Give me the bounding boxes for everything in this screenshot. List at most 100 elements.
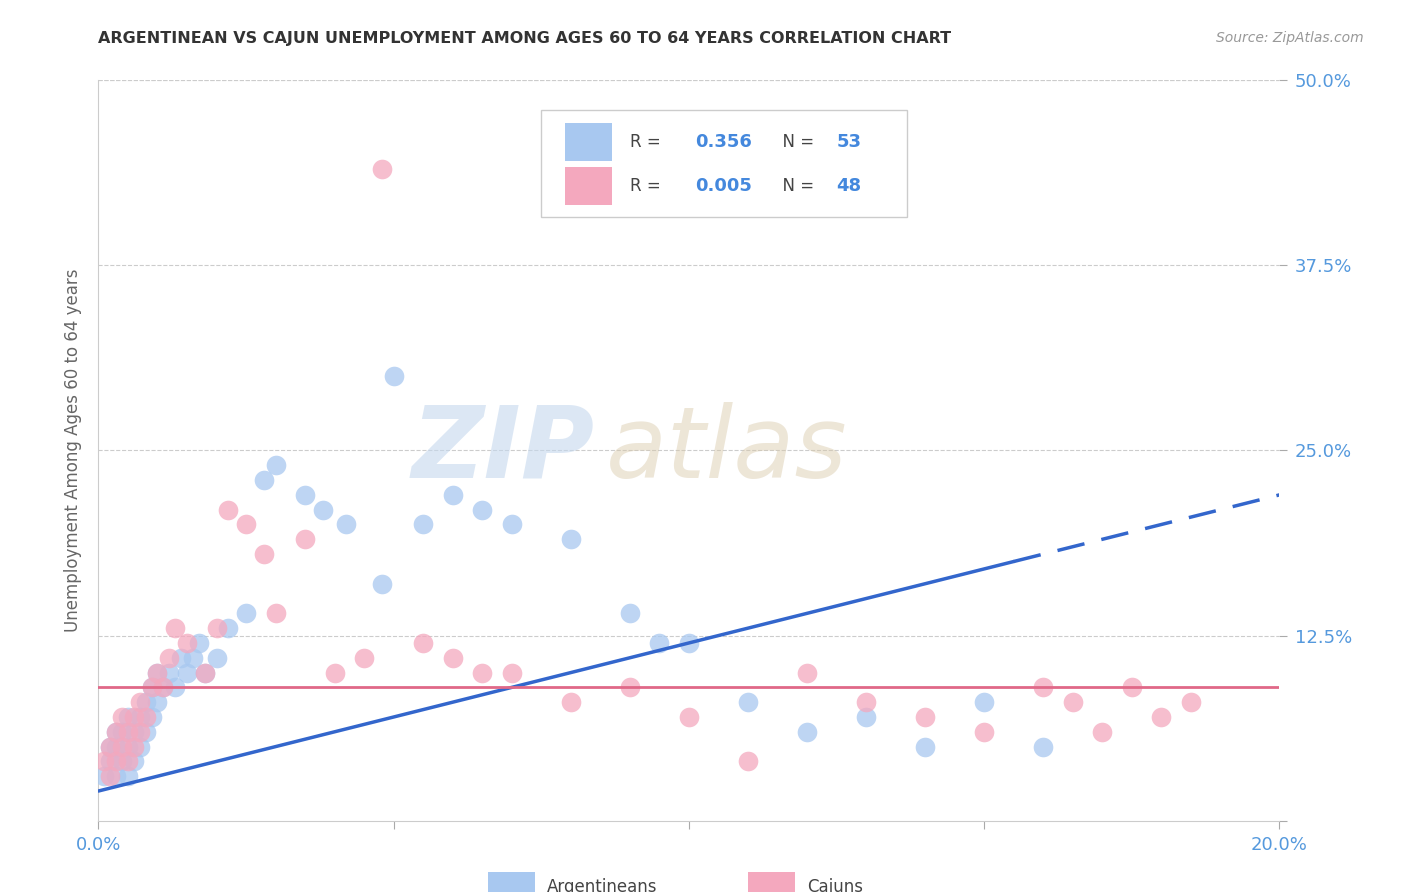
Point: [146, 695, 169, 709]
Point: [205, 650, 228, 665]
Text: Cajuns: Cajuns: [807, 879, 863, 892]
Point: [973, 695, 995, 709]
Point: [312, 502, 335, 516]
Point: [855, 695, 877, 709]
Point: [105, 724, 128, 739]
Point: [93, 769, 115, 783]
Point: [135, 695, 157, 709]
Point: [135, 724, 157, 739]
Point: [135, 710, 157, 724]
Point: [98, 755, 121, 769]
Point: [105, 755, 128, 769]
Point: [157, 650, 180, 665]
FancyBboxPatch shape: [748, 872, 796, 892]
Point: [128, 695, 150, 709]
Point: [471, 665, 494, 680]
Point: [128, 724, 150, 739]
Text: R =: R =: [630, 177, 666, 194]
Point: [678, 710, 700, 724]
Point: [165, 681, 187, 695]
Point: [194, 665, 217, 680]
Point: [560, 533, 582, 547]
Point: [619, 681, 641, 695]
Point: [170, 650, 193, 665]
Point: [441, 488, 464, 502]
Point: [1121, 681, 1143, 695]
Point: [117, 710, 139, 724]
Y-axis label: Unemployment Among Ages 60 to 64 years: Unemployment Among Ages 60 to 64 years: [63, 268, 82, 632]
Text: ZIP: ZIP: [412, 402, 595, 499]
Point: [111, 710, 134, 724]
Point: [176, 636, 198, 650]
Point: [187, 636, 209, 650]
Point: [796, 665, 818, 680]
Point: [98, 739, 121, 754]
Point: [128, 710, 150, 724]
Point: [111, 755, 134, 769]
Point: [648, 636, 671, 650]
Point: [194, 665, 217, 680]
Point: [117, 739, 139, 754]
Point: [146, 665, 169, 680]
Point: [235, 517, 257, 532]
Text: Source: ZipAtlas.com: Source: ZipAtlas.com: [1216, 31, 1364, 45]
Point: [111, 739, 134, 754]
Text: R =: R =: [630, 133, 666, 151]
Point: [737, 755, 759, 769]
Point: [105, 724, 128, 739]
Point: [294, 533, 316, 547]
Point: [1180, 695, 1202, 709]
Point: [152, 681, 174, 695]
Text: N =: N =: [772, 177, 818, 194]
Point: [93, 755, 115, 769]
Text: Argentineans: Argentineans: [547, 879, 658, 892]
Text: 0.005: 0.005: [695, 177, 752, 194]
Point: [855, 710, 877, 724]
Point: [382, 369, 405, 384]
FancyBboxPatch shape: [565, 167, 612, 204]
Point: [619, 607, 641, 621]
Point: [1032, 681, 1054, 695]
Point: [1032, 739, 1054, 754]
Point: [412, 636, 434, 650]
Point: [253, 547, 276, 561]
Point: [205, 621, 228, 635]
Point: [176, 665, 198, 680]
Point: [111, 724, 134, 739]
Point: [371, 576, 394, 591]
Point: [117, 755, 139, 769]
Point: [122, 724, 145, 739]
Point: [914, 710, 936, 724]
Point: [141, 681, 163, 695]
Point: [560, 695, 582, 709]
Text: ARGENTINEAN VS CAJUN UNEMPLOYMENT AMONG AGES 60 TO 64 YEARS CORRELATION CHART: ARGENTINEAN VS CAJUN UNEMPLOYMENT AMONG …: [98, 31, 952, 46]
Point: [335, 517, 357, 532]
Point: [105, 739, 128, 754]
Point: [141, 710, 163, 724]
Point: [253, 473, 276, 487]
Point: [128, 739, 150, 754]
Point: [165, 621, 187, 635]
Point: [98, 769, 121, 783]
FancyBboxPatch shape: [541, 110, 907, 218]
Point: [371, 162, 394, 177]
Point: [122, 739, 145, 754]
Point: [146, 665, 169, 680]
Point: [471, 502, 494, 516]
Text: N =: N =: [772, 133, 818, 151]
Point: [353, 650, 375, 665]
Point: [217, 502, 239, 516]
Point: [141, 681, 163, 695]
Text: 48: 48: [837, 177, 862, 194]
Point: [501, 517, 523, 532]
Point: [105, 769, 128, 783]
Text: 53: 53: [837, 133, 862, 151]
Point: [323, 665, 346, 680]
Point: [441, 650, 464, 665]
Point: [678, 636, 700, 650]
Point: [117, 769, 139, 783]
Point: [117, 724, 139, 739]
Point: [973, 724, 995, 739]
Point: [264, 607, 287, 621]
Text: atlas: atlas: [606, 402, 848, 499]
